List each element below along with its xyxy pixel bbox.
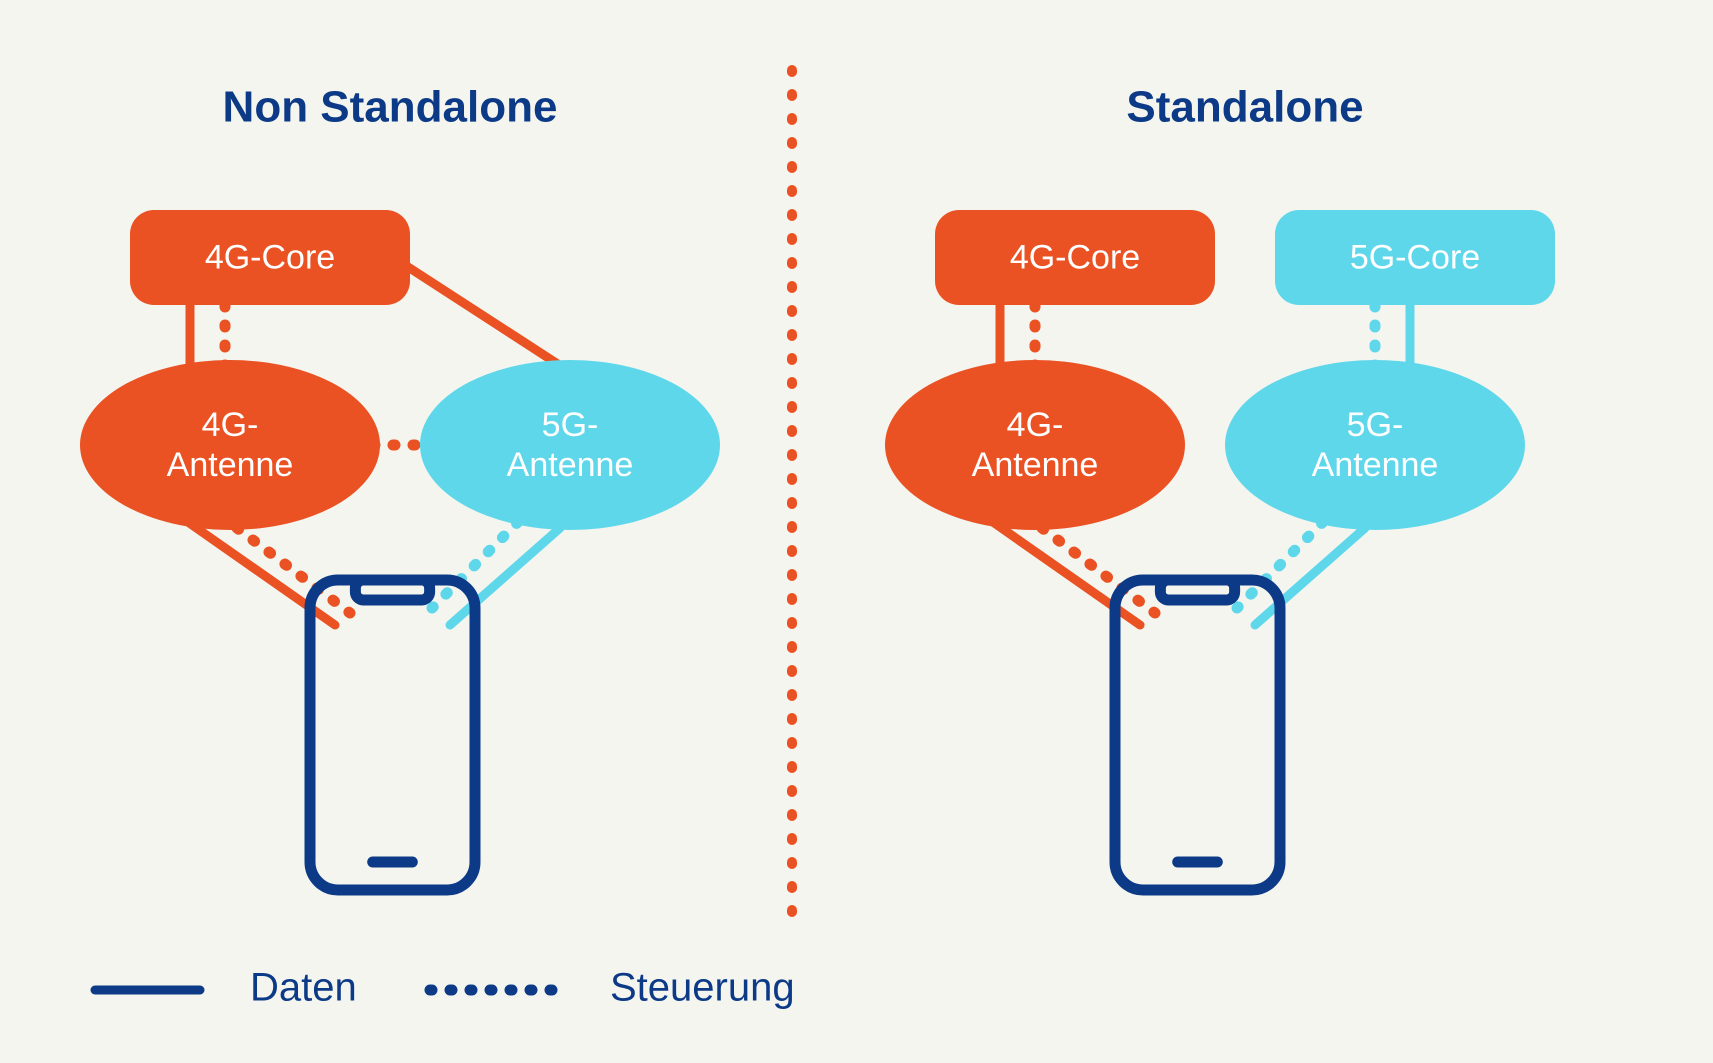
left-4g-antenna-label2: Antenne bbox=[167, 446, 294, 484]
title-left: Non Standalone bbox=[223, 83, 558, 132]
left-5g-antenna-label2: Antenne bbox=[507, 446, 634, 484]
right-5g-antenna-label2: Antenne bbox=[1312, 446, 1439, 484]
right-5g-core-label: 5G-Core bbox=[1350, 238, 1480, 276]
right-4g-antenna-label2: Antenne bbox=[972, 446, 1099, 484]
left-5g-antenna-label1: 5G- bbox=[542, 406, 599, 444]
left-4g-core-label: 4G-Core bbox=[205, 238, 335, 276]
left-edge-2 bbox=[405, 265, 570, 372]
right-4g-core-label: 4G-Core bbox=[1010, 238, 1140, 276]
legend-solid-label: Daten bbox=[250, 966, 357, 1010]
right-5g-antenna-label1: 5G- bbox=[1347, 406, 1404, 444]
legend-dotted-label: Steuerung bbox=[610, 966, 795, 1010]
left-4g-antenna-label1: 4G- bbox=[202, 406, 259, 444]
right-4g-antenna-label1: 4G- bbox=[1007, 406, 1064, 444]
title-right: Standalone bbox=[1126, 83, 1363, 132]
